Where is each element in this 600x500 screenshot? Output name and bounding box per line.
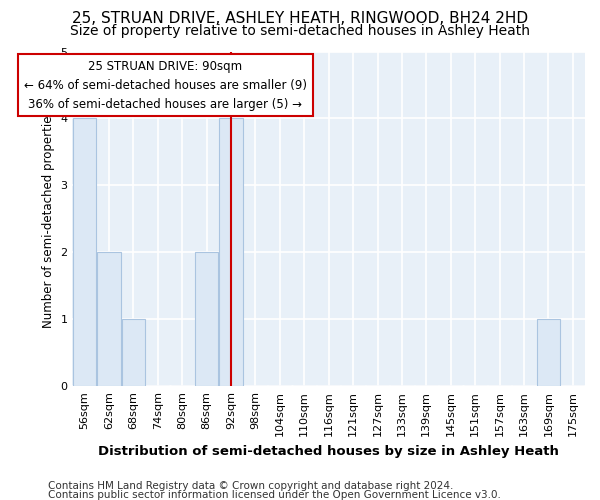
Text: Size of property relative to semi-detached houses in Ashley Heath: Size of property relative to semi-detach… <box>70 24 530 38</box>
Text: 25, STRUAN DRIVE, ASHLEY HEATH, RINGWOOD, BH24 2HD: 25, STRUAN DRIVE, ASHLEY HEATH, RINGWOOD… <box>72 11 528 26</box>
Bar <box>122 320 145 386</box>
Bar <box>73 118 96 386</box>
Bar <box>97 252 121 386</box>
Text: Contains public sector information licensed under the Open Government Licence v3: Contains public sector information licen… <box>48 490 501 500</box>
Bar <box>220 118 242 386</box>
Text: Contains HM Land Registry data © Crown copyright and database right 2024.: Contains HM Land Registry data © Crown c… <box>48 481 454 491</box>
Y-axis label: Number of semi-detached properties: Number of semi-detached properties <box>42 110 55 328</box>
Text: 25 STRUAN DRIVE: 90sqm
← 64% of semi-detached houses are smaller (9)
36% of semi: 25 STRUAN DRIVE: 90sqm ← 64% of semi-det… <box>23 60 307 110</box>
Bar <box>195 252 218 386</box>
X-axis label: Distribution of semi-detached houses by size in Ashley Heath: Distribution of semi-detached houses by … <box>98 444 559 458</box>
Bar <box>537 320 560 386</box>
